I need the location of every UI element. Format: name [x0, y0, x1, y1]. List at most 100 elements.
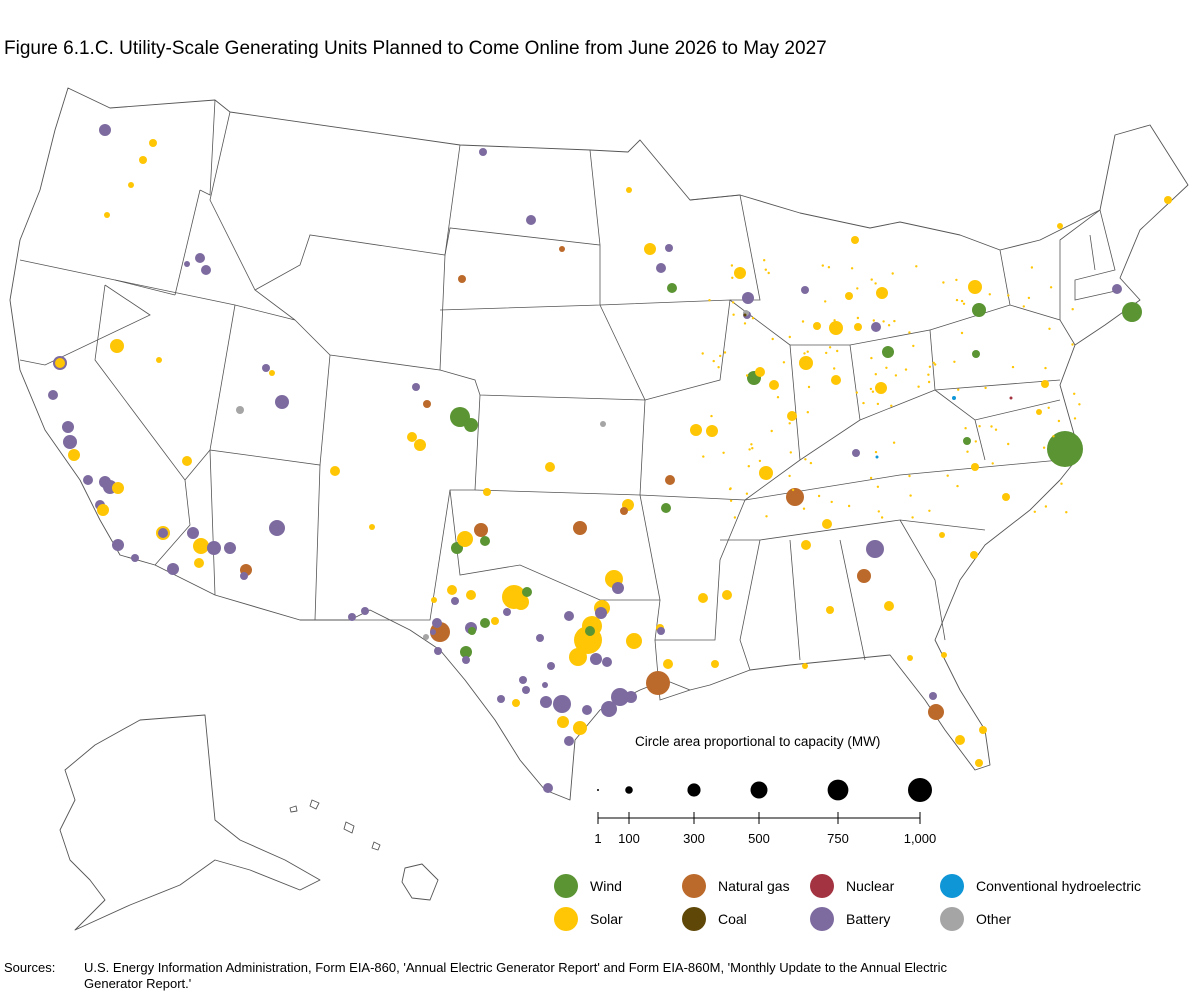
unit-battery — [158, 528, 168, 538]
line-id-mt — [199, 99, 296, 321]
legend-item-conventional-hydroelectric: Conventional hydroelectric — [940, 874, 1141, 898]
unit-natural-gas — [857, 569, 871, 583]
unit-solar — [872, 319, 875, 322]
unit-solar — [789, 451, 792, 454]
unit-wind — [460, 646, 472, 658]
unit-solar — [884, 601, 894, 611]
unit-battery — [479, 148, 487, 156]
unit-solar — [723, 351, 727, 354]
legend-label-other: Other — [976, 911, 1012, 927]
unit-solar — [110, 339, 124, 353]
unit-solar — [791, 488, 795, 492]
unit-solar — [847, 504, 851, 508]
unit-solar — [711, 660, 719, 668]
unit-solar — [869, 387, 873, 391]
unit-solar — [875, 382, 887, 394]
unit-solar — [1005, 496, 1009, 499]
unit-battery — [262, 364, 270, 372]
unit-solar — [880, 516, 884, 519]
unit-solar — [557, 716, 569, 728]
unit-battery — [412, 383, 420, 391]
unit-battery — [540, 696, 552, 708]
unit-battery — [497, 695, 505, 703]
unit-solar — [1007, 442, 1010, 446]
unit-solar — [825, 351, 828, 355]
unit-other — [600, 421, 606, 427]
unit-solar — [764, 268, 767, 271]
unit-solar — [717, 366, 720, 369]
size-scale-circle — [750, 781, 768, 799]
unit-battery — [1112, 284, 1122, 294]
unit-solar — [870, 278, 873, 281]
unit-solar — [801, 540, 811, 550]
unit-wind — [882, 346, 894, 358]
unit-solar — [990, 425, 993, 428]
size-scale-circle — [687, 783, 701, 797]
unit-solar — [912, 344, 915, 348]
unit-solar — [826, 606, 834, 614]
line-in-oh — [790, 329, 936, 461]
unit-battery — [432, 618, 442, 628]
unit-solar — [755, 367, 765, 377]
unit-solar — [1078, 403, 1081, 406]
unit-solar — [729, 499, 733, 502]
unit-wind — [1047, 431, 1083, 467]
unit-natural-gas — [646, 671, 670, 695]
unit-wind — [972, 350, 980, 358]
unit-solar — [1073, 417, 1077, 420]
unit-battery — [625, 691, 637, 703]
unit-solar — [788, 422, 791, 425]
unit-solar — [407, 432, 417, 442]
unit-solar — [927, 380, 931, 384]
unit-solar — [830, 500, 833, 504]
unit-solar — [414, 439, 426, 451]
unit-battery — [62, 421, 74, 433]
unit-solar — [1071, 343, 1074, 346]
unit-solar — [1048, 327, 1051, 330]
unit-solar — [904, 368, 908, 371]
unit-solar — [862, 401, 865, 405]
unit-solar — [431, 597, 437, 603]
unit-battery — [184, 261, 190, 267]
unit-solar — [712, 359, 715, 363]
unit-solar — [512, 699, 520, 707]
unit-battery — [112, 539, 124, 551]
unit-natural-gas — [458, 275, 466, 283]
unit-battery — [590, 653, 602, 665]
unit-solar — [966, 450, 969, 453]
unit-battery — [519, 676, 527, 684]
legend-item-natural-gas: Natural gas — [682, 874, 790, 898]
unit-solar — [193, 538, 209, 554]
unit-battery — [742, 292, 754, 304]
unit-battery — [866, 540, 884, 558]
unit-solar — [821, 264, 824, 267]
unit-battery — [656, 263, 666, 273]
unit-battery — [601, 701, 617, 717]
alaska-outline — [59, 714, 321, 931]
unit-solar — [698, 593, 708, 603]
unit-natural-gas — [620, 507, 628, 515]
unit-solar — [869, 476, 873, 480]
unit-wind — [661, 503, 671, 513]
unit-solar — [1041, 380, 1049, 388]
size-scale-circle — [597, 789, 599, 791]
unit-solar — [730, 264, 734, 267]
unit-solar — [1057, 223, 1063, 229]
unit-solar — [845, 292, 853, 300]
unit-solar — [979, 726, 987, 734]
unit-solar — [833, 319, 836, 322]
unit-battery — [564, 611, 574, 621]
unit-solar — [850, 267, 854, 270]
unit-solar — [1073, 392, 1076, 395]
legend-swatch-solar — [554, 907, 578, 931]
unit-solar — [915, 265, 918, 268]
line-la-tx — [654, 639, 691, 701]
unit-solar — [1022, 305, 1025, 308]
unit-solar — [787, 411, 797, 421]
unit-solar — [941, 652, 947, 658]
unit-solar — [877, 510, 880, 513]
unit-solar — [799, 356, 813, 370]
unit-battery — [63, 435, 77, 449]
unit-solar — [745, 492, 749, 495]
